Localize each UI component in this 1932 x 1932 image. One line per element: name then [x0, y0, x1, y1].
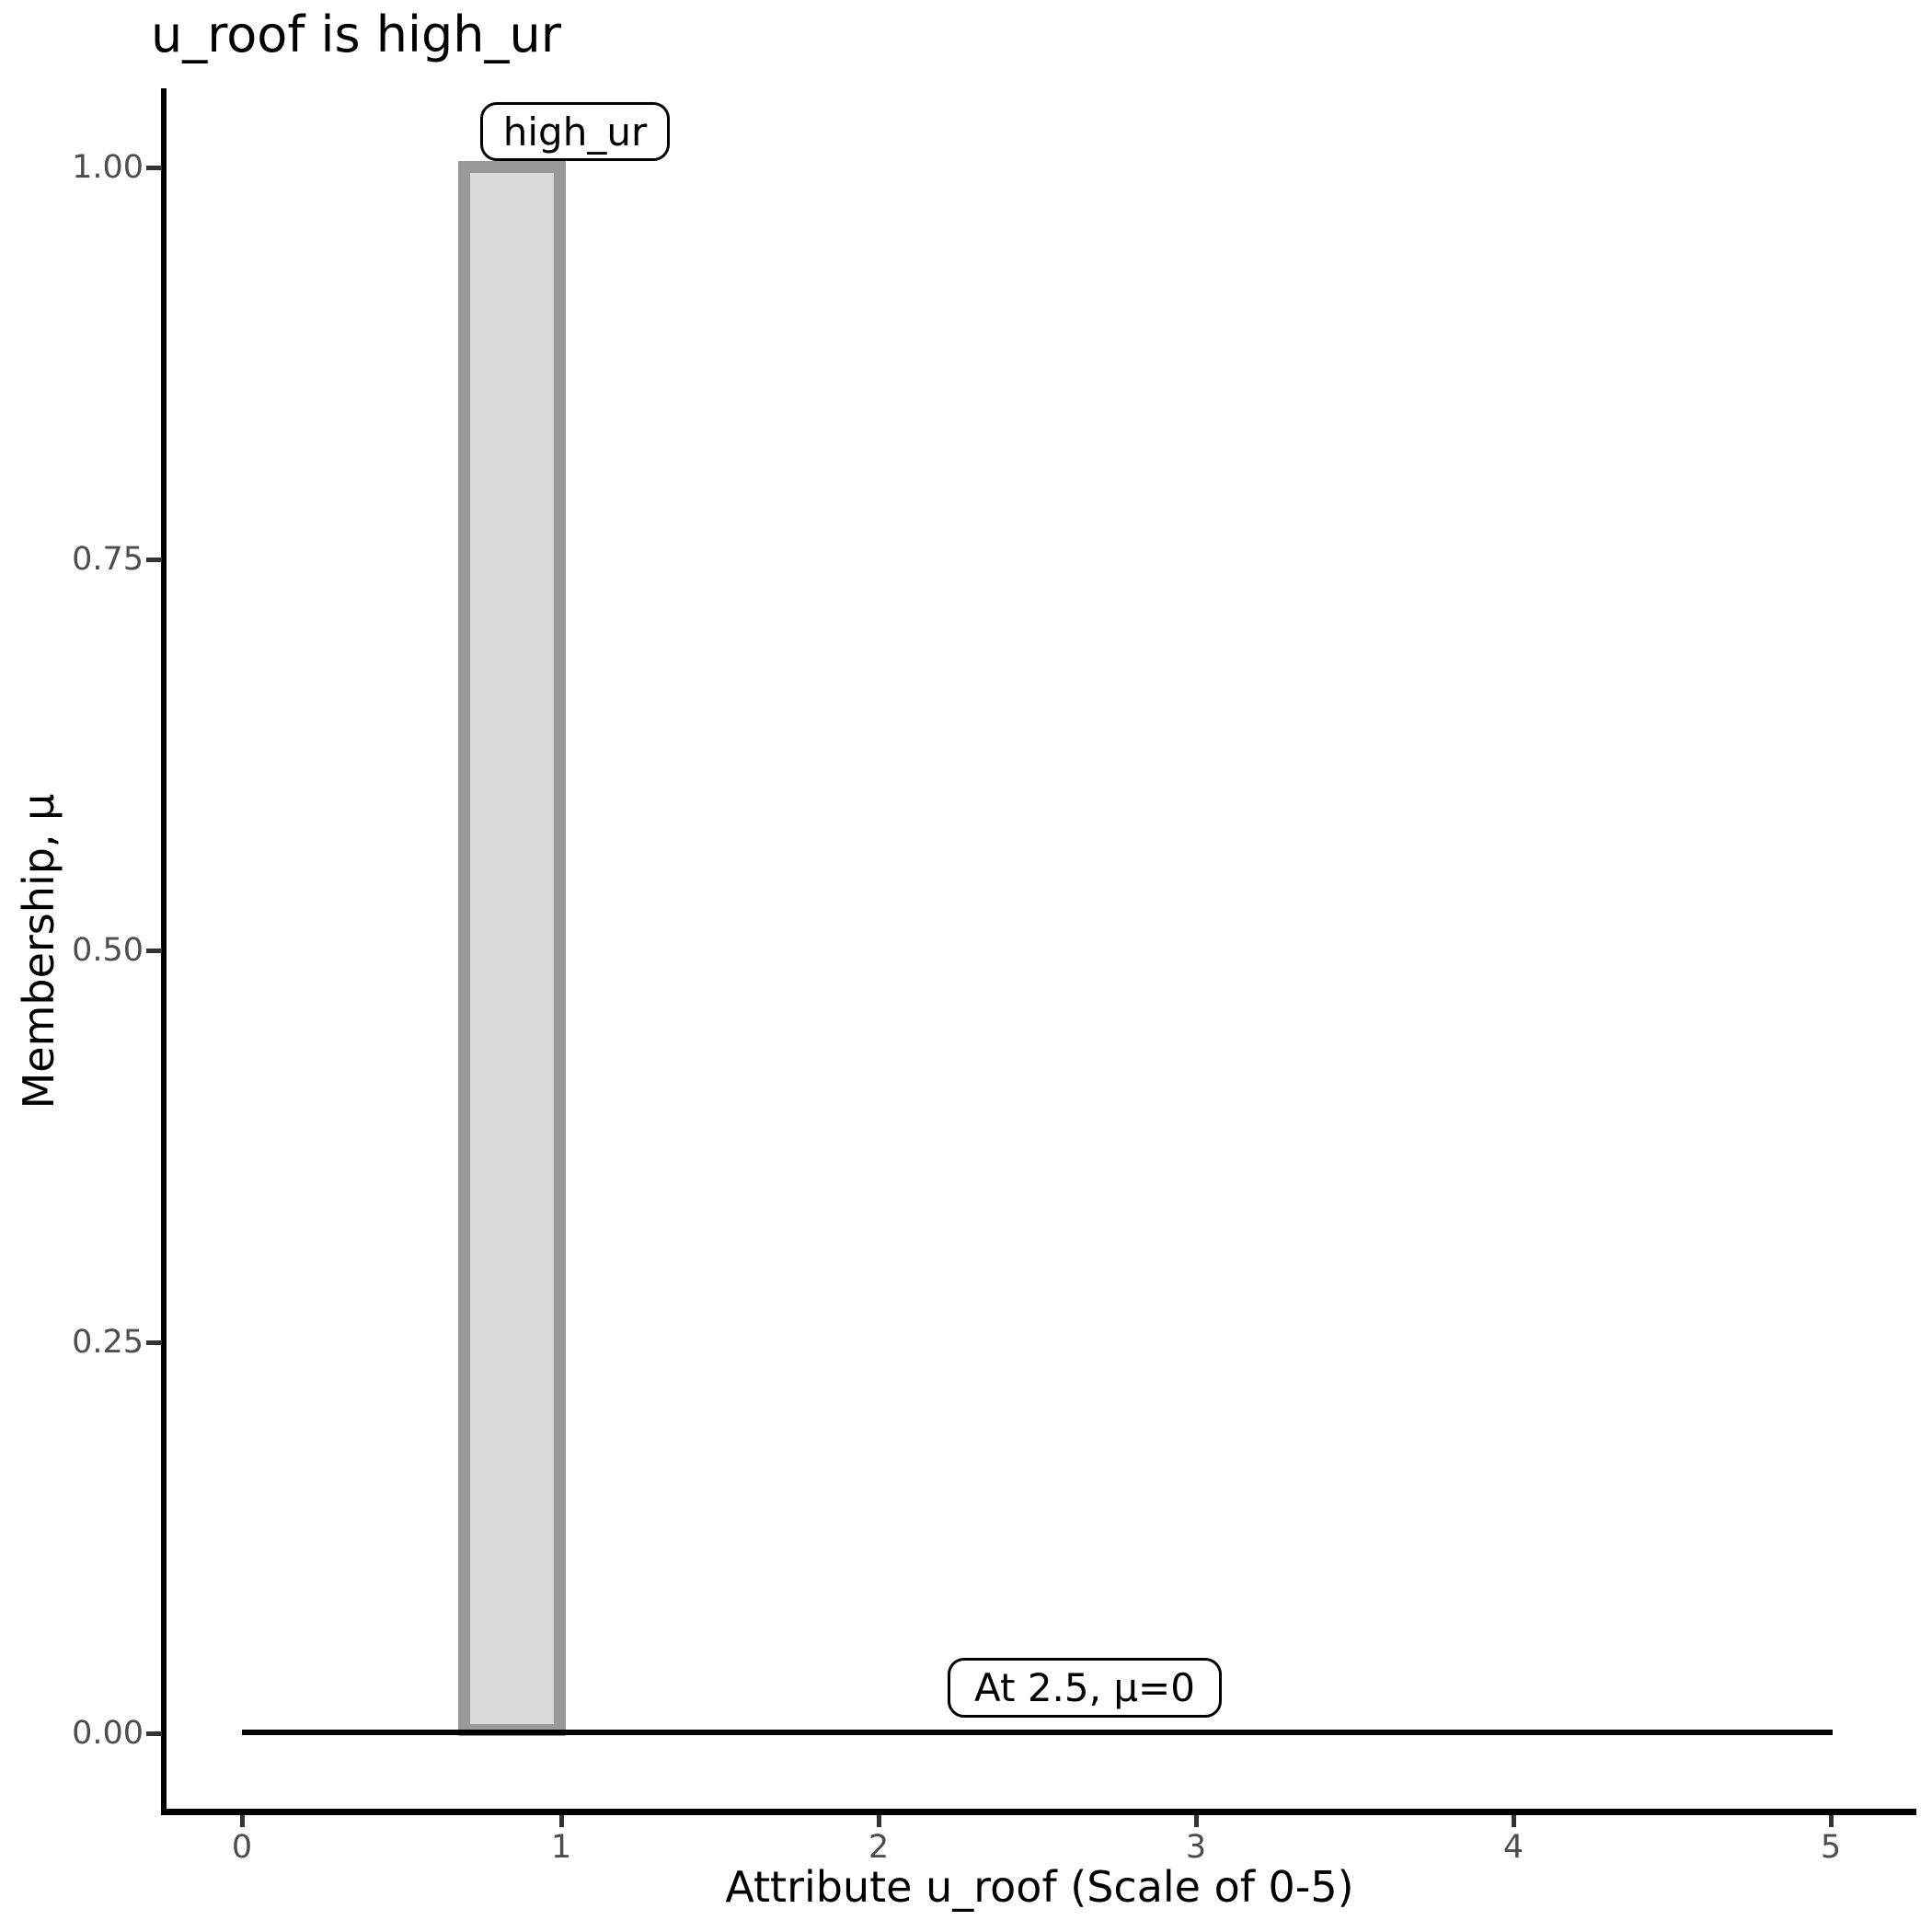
- y-tick-mark-0.25: [146, 1340, 162, 1345]
- x-axis-line: [161, 1809, 1916, 1815]
- y-tick-label-1.00: 1.00: [72, 149, 144, 186]
- x-tick-label-1: 1: [550, 1829, 572, 1866]
- y-tick-mark-1.00: [146, 166, 162, 170]
- y-tick-mark-0.00: [146, 1731, 162, 1736]
- y-tick-label-0.00: 0.00: [72, 1715, 144, 1752]
- x-tick-label-5: 5: [1820, 1829, 1842, 1866]
- x-axis-title: Attribute u_roof (Scale of 0-5): [725, 1862, 1354, 1912]
- y-tick-mark-0.50: [146, 949, 162, 953]
- x-tick-mark-2: [877, 1815, 881, 1827]
- x-tick-label-0: 0: [231, 1829, 253, 1866]
- y-tick-label-0.75: 0.75: [72, 541, 144, 578]
- annotation-high-ur: high_ur: [480, 102, 670, 161]
- x-tick-mark-5: [1829, 1815, 1834, 1827]
- x-tick-mark-1: [559, 1815, 564, 1827]
- zero-membership-line: [242, 1730, 1833, 1735]
- annotation-at-2-5: At 2.5, μ=0: [948, 1658, 1222, 1718]
- x-tick-mark-3: [1194, 1815, 1199, 1827]
- y-tick-label-0.50: 0.50: [72, 932, 144, 969]
- y-tick-label-0.25: 0.25: [72, 1324, 144, 1361]
- x-tick-mark-0: [240, 1815, 245, 1827]
- membership-bar-high-ur: [458, 161, 566, 1736]
- chart-title: u_roof is high_ur: [151, 6, 561, 63]
- y-axis-line: [161, 88, 167, 1815]
- x-tick-label-2: 2: [868, 1829, 890, 1866]
- x-tick-mark-4: [1512, 1815, 1516, 1827]
- y-tick-mark-0.75: [146, 558, 162, 562]
- x-tick-label-3: 3: [1185, 1829, 1207, 1866]
- x-tick-label-4: 4: [1502, 1829, 1524, 1866]
